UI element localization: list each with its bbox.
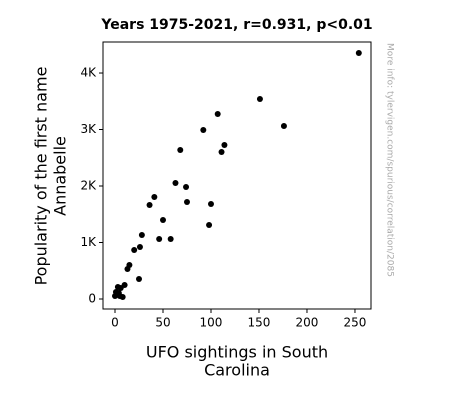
y-tick-label: 2K xyxy=(80,179,97,193)
x-tick-label: 200 xyxy=(296,316,319,330)
point xyxy=(112,288,119,295)
y-tick-label: 0 xyxy=(88,292,96,306)
y-axis-label: Popularity of the first name xyxy=(32,67,51,286)
point xyxy=(218,148,225,155)
point xyxy=(136,244,143,251)
point xyxy=(172,180,179,187)
x-axis-label: UFO sightings in South xyxy=(146,343,328,362)
point xyxy=(214,111,221,118)
point xyxy=(146,201,153,208)
x-tick-label: 150 xyxy=(248,316,271,330)
point xyxy=(206,221,213,228)
point xyxy=(135,276,142,283)
x-axis-label: Carolina xyxy=(204,361,270,380)
point xyxy=(280,123,287,130)
chart-title: Years 1975-2021, r=0.931, p<0.01 xyxy=(100,17,372,33)
point xyxy=(119,294,126,301)
y-tick-label: 1K xyxy=(80,235,97,249)
x-tick-label: 0 xyxy=(111,316,119,330)
point xyxy=(117,284,124,291)
point xyxy=(131,247,138,254)
x-tick-label: 250 xyxy=(344,316,367,330)
point xyxy=(200,127,207,134)
point xyxy=(124,266,131,273)
point xyxy=(207,201,214,208)
point xyxy=(177,147,184,154)
point xyxy=(151,194,158,201)
point xyxy=(138,231,145,238)
point xyxy=(183,184,190,191)
x-tick-label: 100 xyxy=(200,316,223,330)
point xyxy=(159,217,166,224)
point xyxy=(355,50,362,57)
y-tick-label: 3K xyxy=(80,122,97,136)
y-tick-label: 4K xyxy=(80,66,97,80)
point xyxy=(256,96,263,103)
plot-frame xyxy=(102,41,372,310)
point xyxy=(221,141,228,148)
point xyxy=(183,198,190,205)
source-note: More info: tylervigen.com/spurious/corre… xyxy=(385,43,395,277)
y-axis-label: Annabelle xyxy=(51,136,70,216)
point xyxy=(167,236,174,243)
point xyxy=(156,236,163,243)
x-tick-label: 50 xyxy=(155,316,170,330)
